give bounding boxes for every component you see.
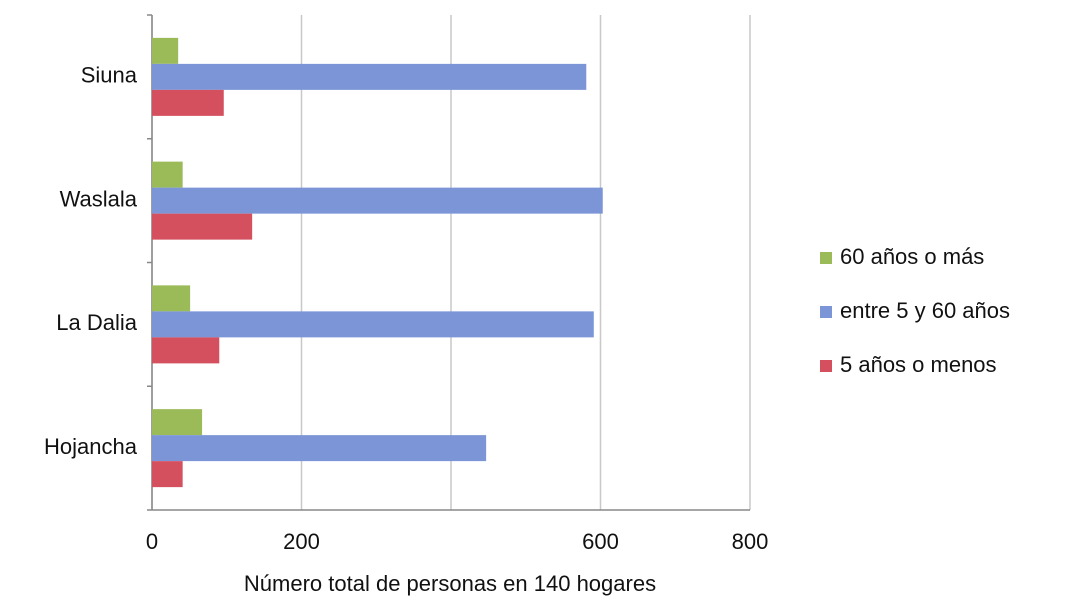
legend-label: 5 años o menos [840, 352, 997, 377]
y-tick-label: Waslala [60, 186, 138, 211]
x-tick-label: 600 [582, 529, 619, 554]
bar [152, 63, 587, 90]
x-tick-label: 200 [283, 529, 320, 554]
x-axis-title: Número total de personas en 140 hogares [244, 571, 656, 596]
bar [152, 285, 191, 312]
bar [152, 213, 253, 240]
y-tick-label: La Dalia [56, 310, 137, 335]
x-tick-label: 0 [146, 529, 158, 554]
bar [152, 435, 487, 462]
x-tick-label: 800 [732, 529, 769, 554]
bar [152, 311, 594, 338]
legend-swatch [820, 360, 832, 372]
bar [152, 461, 183, 488]
bar [152, 409, 203, 436]
y-tick-label: Hojancha [44, 434, 138, 459]
bar [152, 187, 603, 214]
legend-label: entre 5 y 60 años [840, 298, 1010, 323]
legend-swatch [820, 252, 832, 264]
legend-swatch [820, 306, 832, 318]
bar [152, 89, 224, 116]
bar [152, 161, 183, 188]
bar [152, 337, 220, 364]
legend-label: 60 años o más [840, 244, 984, 269]
bar [152, 37, 179, 64]
y-tick-label: Siuna [81, 63, 138, 88]
